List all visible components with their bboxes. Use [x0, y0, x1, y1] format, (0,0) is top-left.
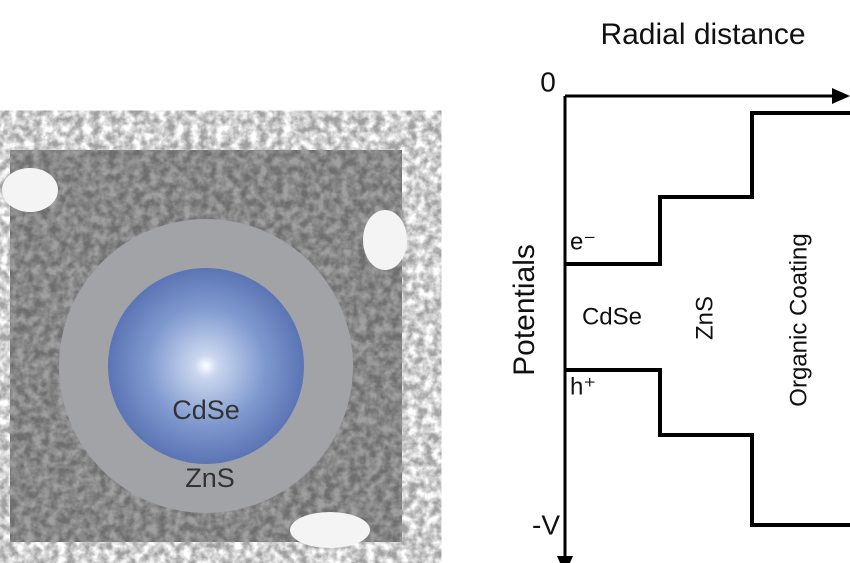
gap: [2, 168, 58, 212]
y-end-label: -V: [532, 509, 560, 540]
nanocrystal-image: CdSe ZnS: [2, 150, 407, 548]
x-arrow: [832, 88, 850, 104]
core: [108, 268, 304, 464]
hole-label: h⁺: [570, 373, 596, 400]
coating-region: Organic Coating: [785, 233, 812, 406]
figure: CdSe ZnS Radial distance 0 Potentials -V…: [0, 0, 850, 563]
shell-region: ZnS: [691, 296, 718, 340]
x-axis-label: Radial distance: [600, 18, 805, 51]
core-label: CdSe: [172, 395, 240, 425]
y-axis-label: Potentials: [508, 244, 541, 376]
electron-label: e⁻: [570, 228, 596, 255]
core-region: CdSe: [582, 303, 642, 330]
gap: [363, 210, 407, 270]
origin-label: 0: [540, 66, 556, 97]
shell-label: ZnS: [185, 463, 235, 493]
gap: [290, 512, 370, 548]
y-arrow: [557, 556, 573, 563]
